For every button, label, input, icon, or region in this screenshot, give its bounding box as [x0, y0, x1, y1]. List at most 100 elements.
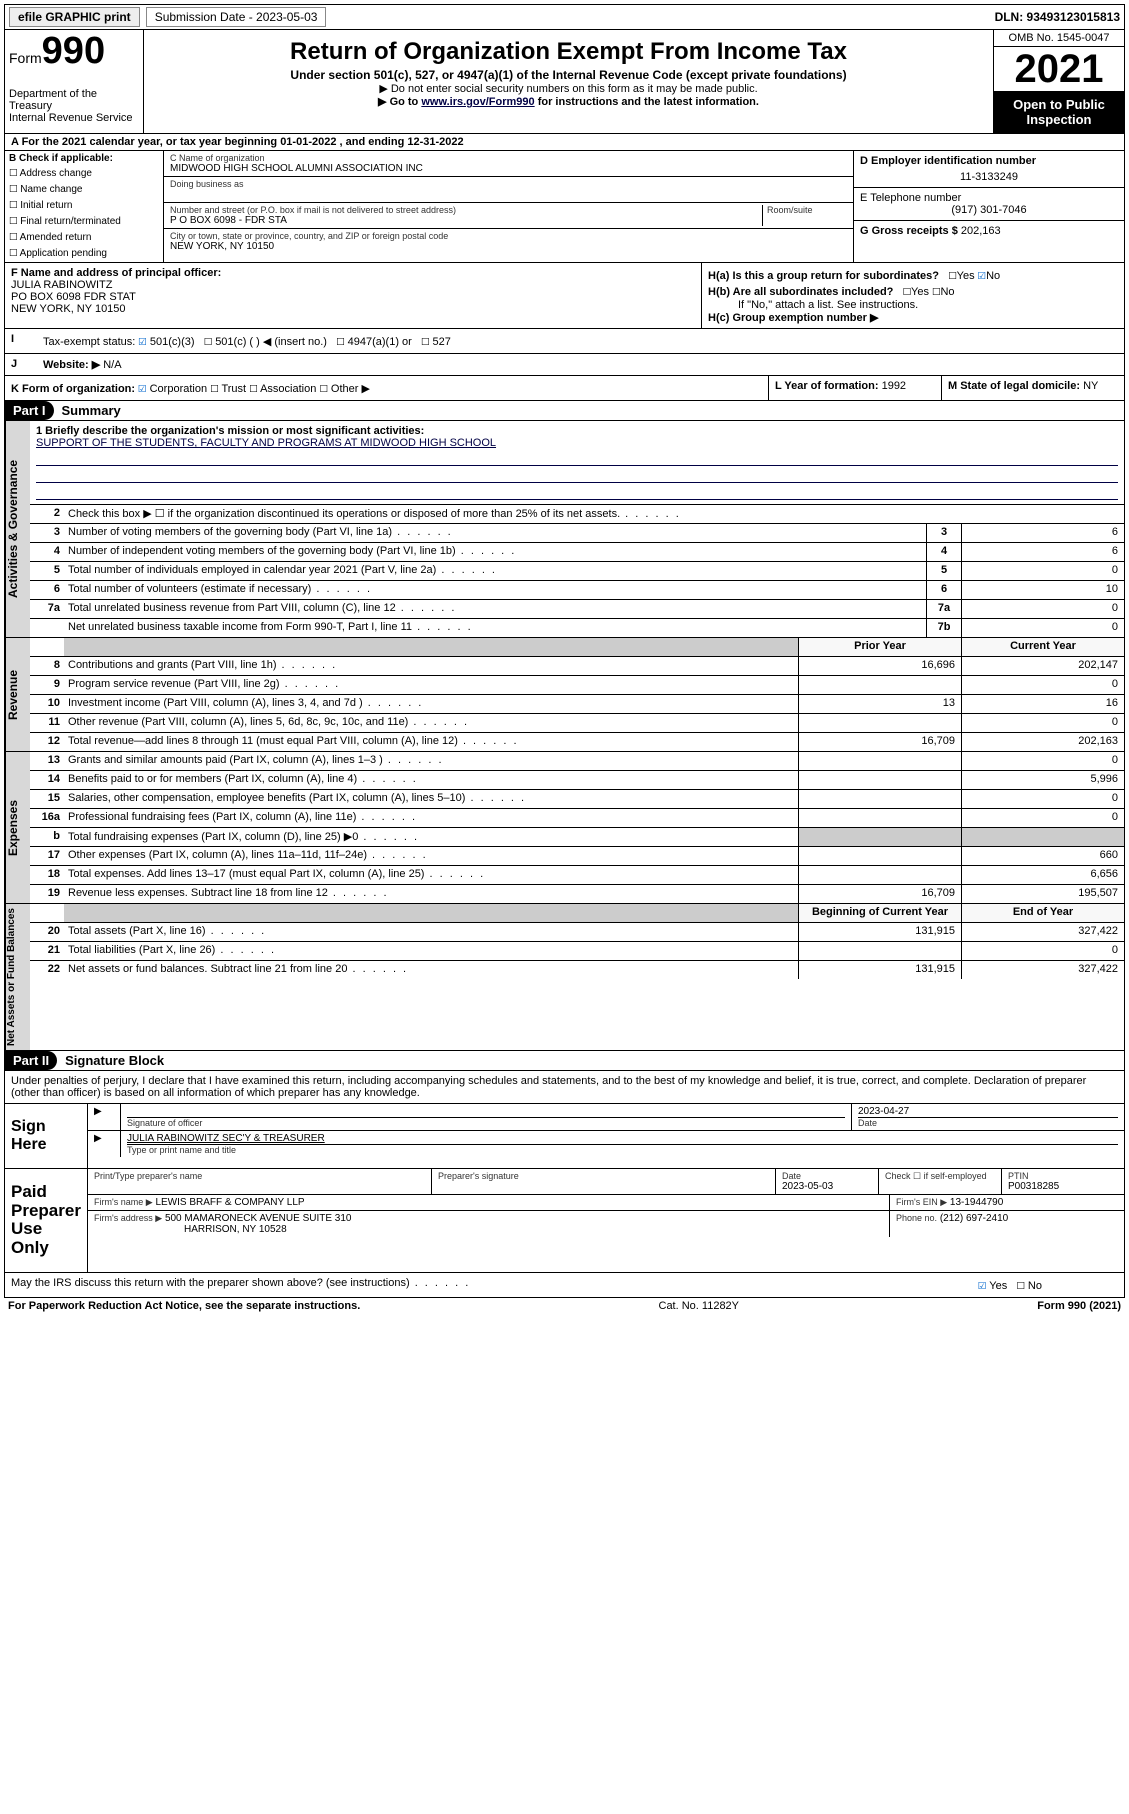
mission-q: 1 Briefly describe the organization's mi…: [36, 425, 1118, 437]
form-subtitle: Under section 501(c), 527, or 4947(a)(1)…: [150, 68, 987, 82]
section-c: C Name of organization MIDWOOD HIGH SCHO…: [164, 151, 853, 262]
prep-sig-label: Preparer's signature: [438, 1171, 769, 1181]
ha-yes[interactable]: [948, 269, 956, 282]
ein-value: 11-3133249: [860, 167, 1118, 183]
part1-title: Summary: [54, 403, 121, 418]
chk-name[interactable]: Name change: [9, 180, 159, 196]
f-label: F Name and address of principal officer:: [11, 267, 695, 279]
sig-intro: Under penalties of perjury, I declare th…: [4, 1071, 1125, 1104]
c-name-label: C Name of organization: [170, 153, 847, 163]
chk-address[interactable]: Address change: [9, 164, 159, 180]
footer-right: Form 990 (2021): [1037, 1300, 1121, 1312]
goto-line: ▶ Go to www.irs.gov/Form990 for instruct…: [150, 95, 987, 108]
section-a: A For the 2021 calendar year, or tax yea…: [4, 134, 1125, 151]
irs-link[interactable]: www.irs.gov/Form990: [421, 96, 534, 108]
row-fh: F Name and address of principal officer:…: [4, 263, 1125, 329]
firm-addr2: HARRISON, NY 10528: [94, 1224, 883, 1235]
paid-preparer-block: Paid Preparer Use Only Print/Type prepar…: [4, 1169, 1125, 1273]
gov-line: 3Number of voting members of the governi…: [30, 524, 1124, 543]
chk-corp[interactable]: [138, 382, 146, 395]
table-row: 14Benefits paid to or for members (Part …: [30, 771, 1124, 790]
self-emp[interactable]: Check ☐ if self-employed: [885, 1171, 995, 1182]
section-d: D Employer identification number 11-3133…: [854, 151, 1124, 188]
net-hdr: Beginning of Current Year End of Year: [30, 904, 1124, 923]
table-row: 12Total revenue—add lines 8 through 11 (…: [30, 733, 1124, 751]
firm-addr1: 500 MAMARONECK AVENUE SUITE 310: [165, 1213, 352, 1224]
table-row: 16aProfessional fundraising fees (Part I…: [30, 809, 1124, 828]
chk-initial[interactable]: Initial return: [9, 196, 159, 212]
website: N/A: [103, 359, 121, 371]
form-header: Form990 Department of the Treasury Inter…: [4, 30, 1125, 134]
chk-501c[interactable]: [204, 335, 212, 348]
firm-phone: (212) 697-2410: [940, 1213, 1008, 1224]
table-row: 17Other expenses (Part IX, column (A), l…: [30, 847, 1124, 866]
phone-value: (917) 301-7046: [860, 204, 1118, 216]
org-name: MIDWOOD HIGH SCHOOL ALUMNI ASSOCIATION I…: [170, 163, 847, 174]
goto-post: for instructions and the latest informat…: [535, 96, 759, 108]
table-row: 9Program service revenue (Part VIII, lin…: [30, 676, 1124, 695]
chk-527[interactable]: [421, 335, 429, 348]
efile-print-button[interactable]: efile GRAPHIC print: [9, 7, 140, 27]
rev-block: Revenue Prior Year Current Year 8Contrib…: [4, 638, 1125, 752]
table-row: 21Total liabilities (Part X, line 26)0: [30, 942, 1124, 961]
table-row: 8Contributions and grants (Part VIII, li…: [30, 657, 1124, 676]
form-title: Return of Organization Exempt From Incom…: [150, 38, 987, 66]
topbar: efile GRAPHIC print Submission Date - 20…: [4, 4, 1125, 30]
firm-ein: 13-1944790: [950, 1197, 1003, 1208]
part2-title: Signature Block: [57, 1053, 164, 1068]
goto-pre: ▶ Go to: [378, 96, 421, 108]
phone-label: E Telephone number: [860, 192, 1118, 204]
year-formation: 1992: [882, 380, 906, 392]
table-row: 15Salaries, other compensation, employee…: [30, 790, 1124, 809]
addr-label: Number and street (or P.O. box if mail i…: [170, 205, 762, 215]
row-j: J Website: ▶ N/A: [4, 354, 1125, 376]
chk-4947[interactable]: [336, 335, 344, 348]
col-begin: Beginning of Current Year: [798, 904, 961, 922]
sig-name: JULIA RABINOWITZ SEC'Y & TREASURER: [127, 1133, 1118, 1144]
ptin-label: PTIN: [1008, 1171, 1118, 1181]
org-address: P O BOX 6098 - FDR STA: [170, 215, 762, 226]
ha-no[interactable]: [978, 269, 986, 282]
suite-label: Room/suite: [767, 205, 847, 215]
tab-expenses: Expenses: [5, 752, 30, 903]
chk-other[interactable]: [319, 382, 327, 395]
exp-block: Expenses 13Grants and similar amounts pa…: [4, 752, 1125, 904]
table-row: bTotal fundraising expenses (Part IX, co…: [30, 828, 1124, 847]
h-c: H(c) Group exemption number ▶: [708, 311, 1118, 324]
col-end: End of Year: [961, 904, 1124, 922]
chk-501c3[interactable]: [138, 335, 146, 348]
hb-yes[interactable]: [903, 285, 911, 298]
form-number: 990: [42, 30, 105, 72]
ptin: P00318285: [1008, 1181, 1118, 1192]
form-label: Form: [9, 50, 42, 66]
discuss-yes[interactable]: [978, 1279, 986, 1292]
b-title: B Check if applicable:: [9, 153, 159, 164]
discuss-no[interactable]: [1016, 1279, 1024, 1292]
gross-label: G Gross receipts $: [860, 225, 958, 237]
part1-hdr: Part I: [5, 401, 54, 420]
col-current: Current Year: [961, 638, 1124, 656]
footer-mid: Cat. No. 11282Y: [659, 1300, 740, 1312]
chk-assoc[interactable]: [249, 382, 257, 395]
paid-label: Paid Preparer Use Only: [5, 1169, 88, 1272]
h-b: H(b) Are all subordinates included? Yes …: [708, 283, 1118, 299]
row-i: I Tax-exempt status: 501(c)(3) 501(c) ( …: [4, 329, 1125, 354]
dln: DLN: 93493123015813: [995, 10, 1120, 24]
chk-trust[interactable]: [210, 382, 218, 395]
h-note: If "No," attach a list. See instructions…: [708, 299, 1118, 311]
officer-addr2: NEW YORK, NY 10150: [11, 303, 695, 315]
chk-pending[interactable]: Application pending: [9, 244, 159, 260]
tab-revenue: Revenue: [5, 638, 30, 751]
sig-name-label: Type or print name and title: [127, 1144, 1118, 1155]
ein-label: D Employer identification number: [860, 155, 1118, 167]
gov-block: Activities & Governance 1 Briefly descri…: [4, 421, 1125, 638]
k-label: K Form of organization:: [11, 383, 135, 395]
chk-amended[interactable]: Amended return: [9, 228, 159, 244]
part2-hdr: Part II: [5, 1051, 57, 1070]
chk-final[interactable]: Final return/terminated: [9, 212, 159, 228]
section-b: B Check if applicable: Address change Na…: [5, 151, 164, 262]
h-a: H(a) Is this a group return for subordin…: [708, 267, 1118, 283]
irs-discuss-text: May the IRS discuss this return with the…: [11, 1277, 410, 1289]
j-label: Website: ▶: [43, 359, 100, 371]
prep-date-label: Date: [782, 1171, 872, 1181]
